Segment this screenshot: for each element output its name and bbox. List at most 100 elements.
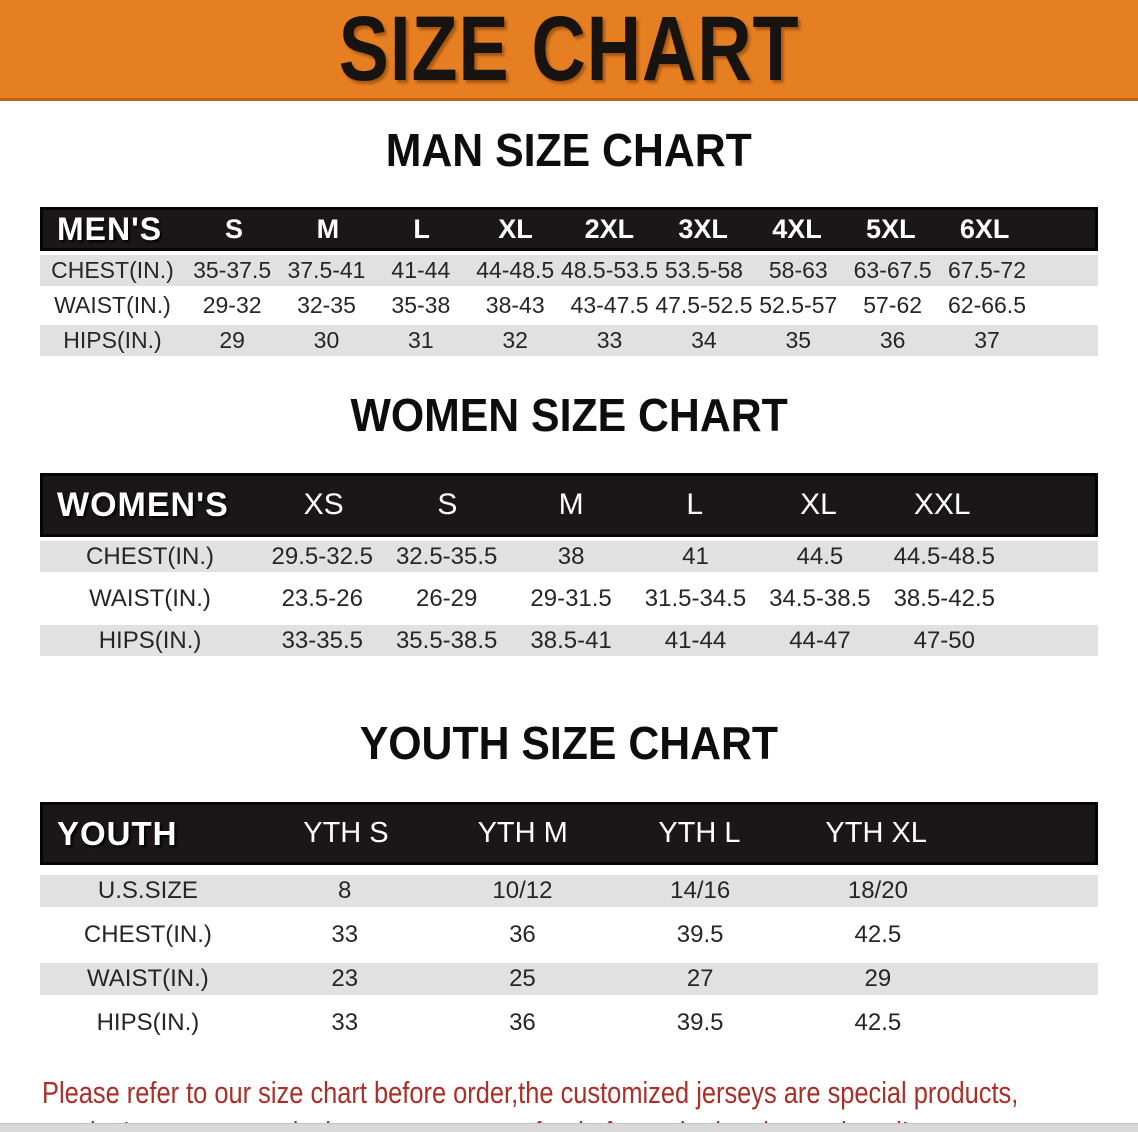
banner-title: SIZE CHART	[338, 0, 800, 100]
size-cell: 36	[509, 921, 536, 948]
row-label: U.S.SIZE	[97, 877, 198, 904]
header-trailing-space	[965, 805, 1095, 862]
size-cell: 32.5-35.5	[395, 542, 498, 570]
column-header: M	[316, 213, 340, 244]
column-header: YTH XL	[825, 817, 927, 849]
table-row: HIPS(IN.) 29 30 31 32 33 34 35 36 37	[40, 325, 1098, 356]
section-title: YOUTH SIZE CHART	[0, 720, 1138, 778]
size-cell: 29-32	[202, 292, 262, 318]
section-youth: YOUTH SIZE CHART YOUTH YTH S YTH M YTH L YTH …	[0, 720, 1138, 1039]
size-cell: 18/20	[847, 877, 908, 904]
row-label: WAIST(IN.)	[87, 965, 209, 992]
size-cell: 44-48.5	[476, 257, 555, 283]
column-header: XL	[800, 488, 837, 521]
size-cell: 53.5-58	[664, 257, 743, 283]
size-cell: 14/16	[670, 877, 731, 904]
disclaimer-line-1: Please refer to our size chart before or…	[42, 1075, 1019, 1110]
table-row: U.S.SIZE 8 10/12 14/16 18/20	[40, 875, 1098, 907]
column-header: XXL	[913, 488, 971, 521]
size-cell: 29.5-32.5	[271, 542, 373, 570]
column-header: XS	[303, 488, 344, 521]
size-cell: 38.5-41	[530, 626, 612, 654]
size-cell: 33-35.5	[281, 626, 363, 654]
section-title: WOMEN SIZE CHART	[0, 392, 1138, 450]
size-cell: 33	[331, 1009, 359, 1036]
row-trailing-space	[1007, 541, 1099, 572]
table-row: WAIST(IN.) 23.5-26 26-29 29-31.5 31.5-34.5 34…	[40, 583, 1098, 614]
size-cell: 35-37.5	[193, 257, 272, 283]
size-cell: 47.5-52.5	[655, 292, 753, 318]
size-cell: 39.5	[676, 1009, 724, 1036]
size-cell: 41	[682, 542, 709, 570]
size-cell: 43-47.5	[570, 292, 649, 318]
banner: SIZE CHART	[0, 0, 1138, 101]
table-row: HIPS(IN.) 33 36 39.5 42.5	[40, 1007, 1098, 1039]
table-header-label: MEN'S	[57, 210, 163, 247]
size-cell: 42.5	[854, 921, 902, 948]
table-header: YOUTH YTH S YTH M YTH L YTH XL	[40, 802, 1098, 865]
table-row: WAIST(IN.) 29-32 32-35 35-38 38-43 43-47.5 47.…	[40, 290, 1098, 321]
size-cell: 36	[879, 327, 906, 353]
size-cell: 42.5	[854, 1009, 902, 1036]
column-header: 4XL	[772, 213, 822, 244]
size-cell: 33	[596, 327, 623, 353]
size-cell: 41-44	[391, 257, 451, 283]
size-cell: 31	[408, 327, 434, 353]
size-cell: 34.5-38.5	[769, 584, 871, 612]
row-label: CHEST(IN.)	[51, 257, 174, 283]
column-header: XL	[498, 213, 533, 244]
size-cell: 44.5	[796, 542, 844, 570]
section-title: MAN SIZE CHART	[0, 127, 1138, 185]
row-label: HIPS(IN.)	[98, 626, 202, 654]
table-row: CHEST(IN.) 33 36 39.5 42.5	[40, 919, 1098, 951]
column-header: L	[686, 488, 704, 521]
section-men: MAN SIZE CHART MEN'S S M L XL 2XL 3XL 4XL 5XL 6XL C…	[0, 127, 1138, 356]
size-cell: 30	[313, 327, 340, 353]
section-women: WOMEN SIZE CHART WOMEN'S XS S M L XL XXL CHEST(I…	[0, 392, 1138, 656]
size-cell: 23.5-26	[281, 584, 363, 612]
size-cell: 38-43	[485, 292, 545, 318]
size-cell: 25	[509, 965, 536, 992]
size-cell: 37.5-41	[287, 257, 366, 283]
table-header: MEN'S S M L XL 2XL 3XL 4XL 5XL 6XL	[40, 207, 1098, 251]
size-cell: 44-47	[789, 626, 851, 654]
table-body: CHEST(IN.) 35-37.5 37.5-41 41-44 44-48.5 48.5…	[40, 255, 1098, 356]
size-cell: 29	[219, 327, 245, 353]
row-trailing-space	[967, 875, 1098, 907]
size-cell: 48.5-53.5	[560, 257, 659, 283]
column-header: 6XL	[959, 213, 1010, 244]
row-trailing-space	[1034, 290, 1098, 321]
size-cell: 38.5-42.5	[893, 584, 995, 612]
size-cell: 29-31.5	[530, 584, 612, 612]
row-trailing-space	[1034, 325, 1098, 356]
table-row: HIPS(IN.) 33-35.5 35.5-38.5 38.5-41 41-44 44-…	[40, 625, 1098, 656]
bottom-strip	[0, 1123, 1138, 1132]
size-cell: 23	[331, 965, 359, 992]
size-cell: 33	[331, 921, 359, 948]
size-cell: 8	[338, 877, 352, 904]
column-header: L	[413, 213, 430, 244]
table-body: CHEST(IN.) 29.5-32.5 32.5-35.5 38 41 44.5 44.5…	[40, 541, 1098, 656]
column-header: YTH S	[303, 817, 389, 849]
section-title-text: WOMEN SIZE CHART	[350, 389, 788, 441]
table-body: U.S.SIZE 8 10/12 14/16 18/20 CHEST(IN.) 33 36 39…	[40, 875, 1098, 1039]
header-trailing-space	[1032, 210, 1095, 248]
section-title-text: YOUTH SIZE CHART	[359, 717, 779, 769]
row-label: CHEST(IN.)	[83, 921, 212, 948]
table-header: WOMEN'S XS S M L XL XXL	[40, 473, 1098, 537]
row-trailing-space	[967, 963, 1098, 995]
table-row: CHEST(IN.) 35-37.5 37.5-41 41-44 44-48.5 48.5…	[40, 255, 1098, 286]
size-cell: 47-50	[913, 626, 975, 654]
column-header: S	[225, 213, 244, 244]
column-header: 2XL	[584, 213, 635, 244]
size-cell: 31.5-34.5	[644, 584, 747, 612]
size-cell: 57-62	[863, 292, 923, 318]
row-trailing-space	[1034, 255, 1098, 286]
size-cell: 35-38	[391, 292, 451, 318]
size-cell: 63-67.5	[853, 257, 932, 283]
size-cell: 34	[691, 327, 717, 353]
column-header: 5XL	[866, 213, 916, 244]
size-cell: 67.5-72	[947, 257, 1026, 283]
size-cell: 52.5-57	[759, 292, 838, 318]
